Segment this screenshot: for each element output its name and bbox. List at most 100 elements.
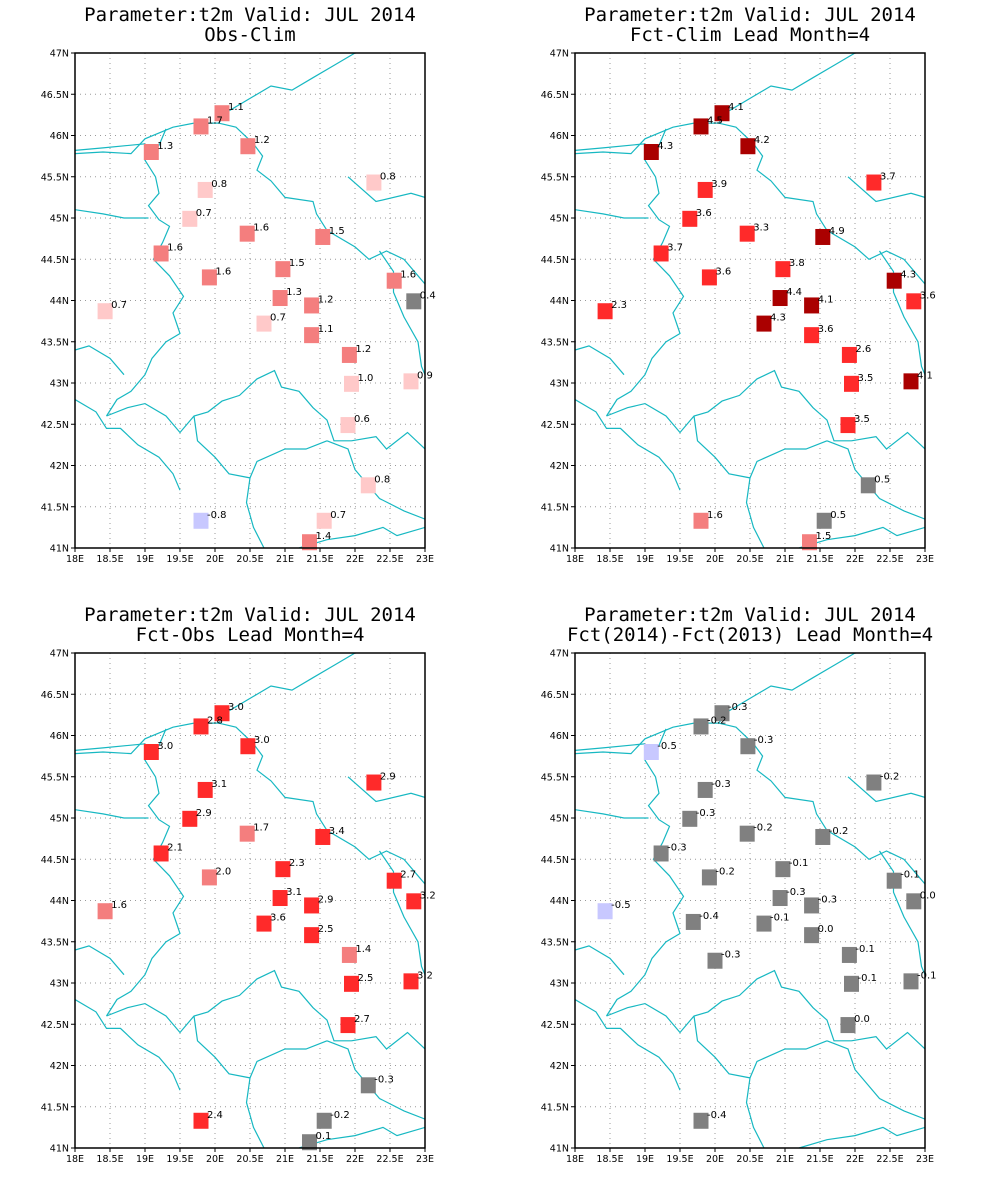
station-value-label: -0.1 [770, 913, 790, 924]
station-marker [316, 512, 332, 529]
y-tick-label: 42.5N [541, 420, 569, 431]
station-value-label: -0.3 [754, 735, 774, 746]
station-value-label: -0.3 [786, 887, 806, 898]
station-value-label: 1.6 [253, 223, 269, 234]
station-marker [366, 774, 382, 791]
station-value-label: 1.6 [167, 242, 183, 253]
map-panel-obs-clim: Parameter:t2m Valid: JUL 2014 Obs-Clim 1.1… [0, 0, 500, 600]
station-marker [403, 973, 419, 990]
x-tick-label: 18.5E [96, 554, 123, 565]
station-marker [804, 327, 820, 344]
border-line [605, 128, 685, 417]
x-tick-label: 21.5E [306, 554, 333, 565]
station-value-label: 0.7 [196, 208, 212, 219]
station-value-label: -0.1 [858, 973, 878, 984]
station-marker [886, 272, 902, 289]
border-line [105, 128, 185, 417]
station-marker [693, 1112, 709, 1129]
station-marker [360, 477, 376, 494]
station-marker [775, 861, 791, 878]
chart-subtitle: Fct-Clim Lead Month=4 [630, 24, 870, 46]
chart-subtitle: Fct(2014)-Fct(2013) Lead Month=4 [567, 624, 933, 646]
y-tick-label: 41.5N [41, 1102, 69, 1113]
border-line [75, 809, 149, 819]
border-line [718, 653, 856, 724]
border-line [605, 728, 685, 1017]
y-tick-label: 43N [550, 379, 569, 390]
x-tick-label: 23E [416, 554, 434, 565]
x-tick-label: 18.5E [596, 1154, 623, 1165]
y-tick-label: 42.5N [541, 1020, 569, 1031]
station-value-label: 3.7 [667, 242, 683, 253]
station-marker [275, 861, 291, 878]
x-tick-label: 19.5E [166, 1154, 193, 1165]
border-line [351, 1031, 425, 1050]
station-marker [386, 272, 402, 289]
chart-title: Parameter:t2m Valid: JUL 2014 [584, 604, 916, 626]
y-tick-label: 43N [550, 979, 569, 990]
station-value-label: -0.3 [667, 842, 687, 853]
station-marker [772, 290, 788, 307]
y-tick-label: 44N [50, 896, 69, 907]
station-value-label: 0.7 [330, 510, 346, 521]
station-value-label: 3.6 [715, 266, 731, 277]
x-tick-label: 21E [776, 1154, 794, 1165]
y-tick-label: 43.5N [541, 337, 569, 348]
station-marker [344, 975, 359, 992]
map-panel-fct-diff: Parameter:t2m Valid: JUL 2014 Fct(2014)-F… [500, 600, 1000, 1200]
station-marker [756, 915, 772, 932]
y-tick-label: 47N [550, 49, 569, 60]
station-marker [697, 781, 713, 798]
station-marker [653, 845, 669, 862]
station-marker [182, 210, 198, 227]
station-marker [804, 297, 820, 314]
station-value-label: 0.8 [374, 474, 390, 485]
station-value-label: 2.3 [289, 858, 305, 869]
station-marker [714, 105, 730, 122]
border-line [847, 776, 925, 803]
border-line [575, 998, 681, 1091]
x-tick-label: 22E [346, 554, 364, 565]
y-tick-label: 41N [50, 544, 69, 555]
y-tick-label: 46.5N [541, 690, 569, 701]
station-marker [239, 825, 255, 842]
station-value-label: 1.2 [318, 294, 334, 305]
border-line [575, 743, 646, 751]
x-tick-label: 18E [66, 554, 84, 565]
x-tick-label: 19E [136, 554, 154, 565]
y-tick-label: 42N [550, 461, 569, 472]
station-marker [302, 534, 317, 551]
station-value-label: -0.1 [917, 970, 937, 981]
station-value-label: 3.2 [420, 890, 436, 901]
station-marker [193, 512, 209, 529]
station-marker [97, 903, 113, 920]
station-marker [302, 1134, 317, 1151]
border-line [575, 143, 646, 151]
station-marker [802, 534, 817, 551]
station-marker [886, 872, 902, 889]
y-tick-label: 44N [50, 296, 69, 307]
border-line [75, 209, 149, 219]
station-marker [197, 781, 213, 798]
station-marker [182, 810, 198, 827]
station-marker [697, 181, 713, 198]
station-marker [841, 346, 857, 363]
station-value-label: 4.3 [900, 270, 916, 281]
station-value-label: 4.5 [707, 115, 723, 126]
station-marker [214, 105, 230, 122]
station-marker [866, 174, 882, 191]
y-tick-label: 44N [550, 896, 569, 907]
station-value-label: 0.7 [270, 313, 286, 324]
station-value-label: -0.1 [900, 870, 920, 881]
station-value-label: 3.1 [286, 887, 302, 898]
station-value-label: 3.4 [329, 826, 345, 837]
border-line [193, 1015, 328, 1079]
station-marker [740, 138, 756, 155]
x-tick-label: 21E [276, 1154, 294, 1165]
y-tick-label: 43.5N [41, 937, 69, 948]
x-tick-label: 18E [566, 1154, 584, 1165]
station-marker [153, 845, 169, 862]
y-tick-label: 44.5N [41, 255, 69, 266]
x-tick-label: 19E [636, 554, 654, 565]
